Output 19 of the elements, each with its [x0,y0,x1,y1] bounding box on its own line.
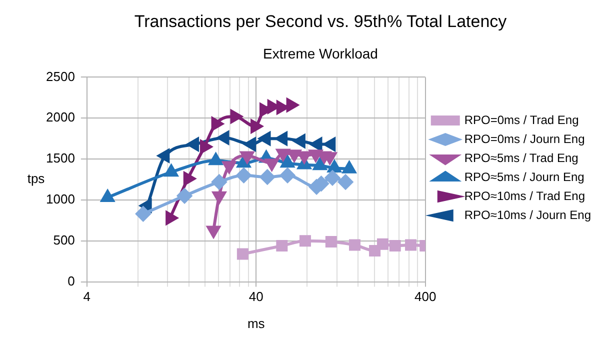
chart-subtitle: Extreme Workload [263,46,378,62]
legend-label: RPO≈5ms / Trad Eng [464,150,578,165]
y-tick-label: 1000 [46,192,75,207]
y-tick-label: 1500 [46,150,75,166]
x-tick-label: 400 [414,289,436,304]
y-tick-label: 2500 [46,68,75,84]
legend-label: RPO≈5ms / Journ Eng [464,170,584,184]
y-tick-label: 2000 [46,110,75,125]
y-tick-label: 0 [68,273,75,288]
legend-label: RPO≈10ms / Trad Eng [464,188,585,203]
x-tick-label: 40 [248,289,264,304]
chart-title: Transactions per Second vs. 95th% Total Latency [134,12,508,31]
legend-label: RPO=0ms / Trad Eng [464,112,579,127]
y-tick-label: 500 [53,232,75,248]
y-axis-title: tps [27,171,46,186]
legend-label: RPO≈10ms / Journ Eng [464,208,591,222]
legend-label: RPO=0ms / Journ Eng [464,132,585,146]
x-tick-label: 4 [83,289,91,304]
x-axis-title: ms [247,316,266,331]
